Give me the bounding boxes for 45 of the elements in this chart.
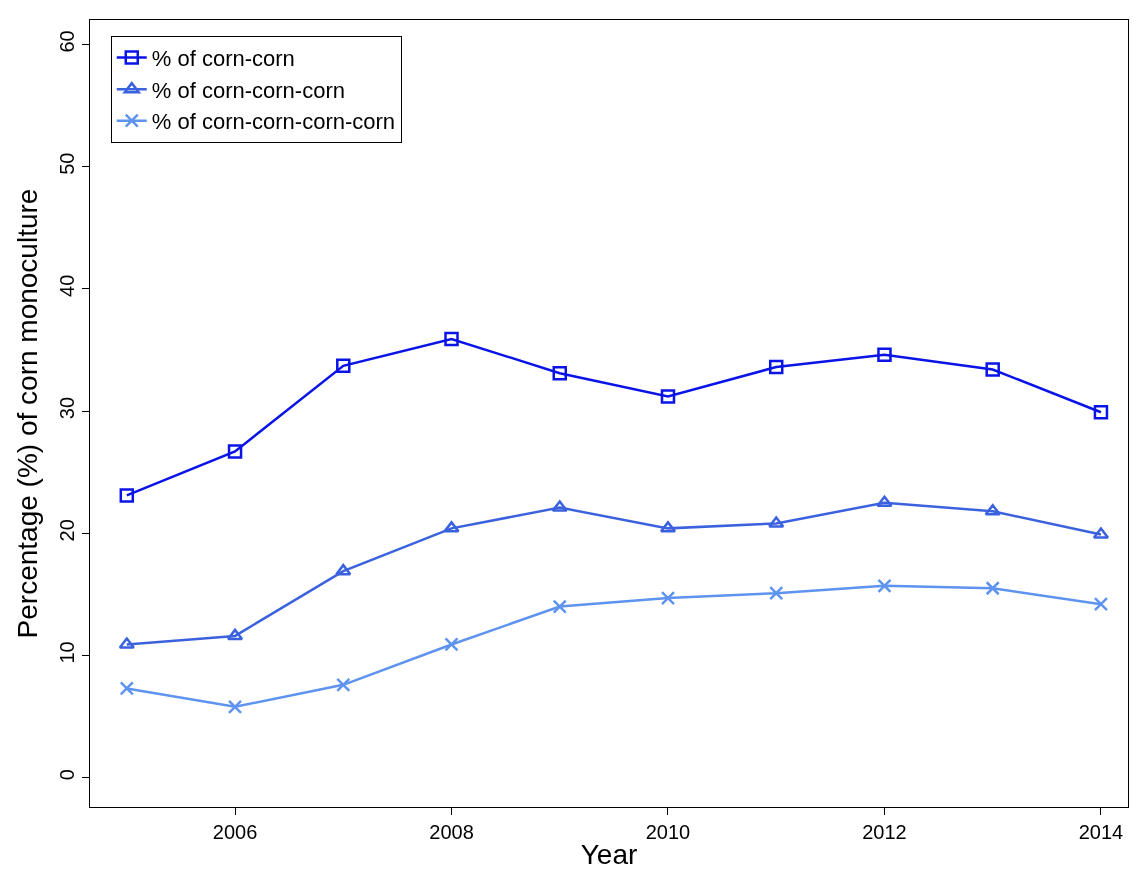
- point: [768, 585, 784, 601]
- point: [876, 495, 893, 507]
- y-tick-label: 40: [56, 274, 78, 297]
- point: [444, 637, 459, 652]
- y-tick-label: 20: [56, 519, 78, 542]
- point: [985, 581, 1000, 596]
- point: [985, 362, 1000, 377]
- point: [660, 389, 676, 404]
- point: [336, 358, 351, 374]
- point: [877, 347, 892, 363]
- point: [1093, 405, 1109, 420]
- y-axis-title: Percentage (%) of corn monoculture: [11, 188, 43, 639]
- y-tick-label: 50: [56, 152, 78, 175]
- point: [335, 563, 352, 576]
- point: [118, 637, 135, 649]
- point: [1093, 596, 1109, 612]
- point: [552, 365, 567, 381]
- x-tick-label: 2006: [212, 821, 258, 843]
- point: [768, 359, 784, 375]
- point: [443, 521, 460, 533]
- point: [660, 590, 676, 606]
- legend-label: % of corn-corn-corn-corn: [151, 109, 396, 135]
- point: [336, 677, 351, 693]
- y-tick-label: 10: [56, 641, 78, 664]
- y-tick-label: 60: [56, 30, 78, 53]
- point: [226, 628, 244, 641]
- x-tick-label: 2008: [429, 821, 474, 843]
- y-tick-label: 0: [56, 769, 78, 781]
- x-axis-title: Year: [580, 839, 638, 871]
- point: [119, 488, 135, 503]
- point: [877, 578, 892, 594]
- point: [552, 599, 567, 614]
- legend-label: % of corn-corn-corn: [151, 77, 345, 103]
- point: [227, 444, 243, 459]
- x-tick-label: 2014: [1078, 821, 1124, 843]
- legend-label: % of corn-corn: [151, 46, 295, 72]
- x-tick-label: 2010: [645, 821, 691, 843]
- point: [551, 500, 568, 512]
- x-tick-label: 2012: [862, 821, 907, 843]
- point: [444, 331, 459, 347]
- point: [227, 699, 243, 715]
- point: [119, 681, 135, 696]
- point: [768, 516, 785, 528]
- point: [984, 504, 1001, 516]
- y-tick-label: 30: [56, 396, 78, 420]
